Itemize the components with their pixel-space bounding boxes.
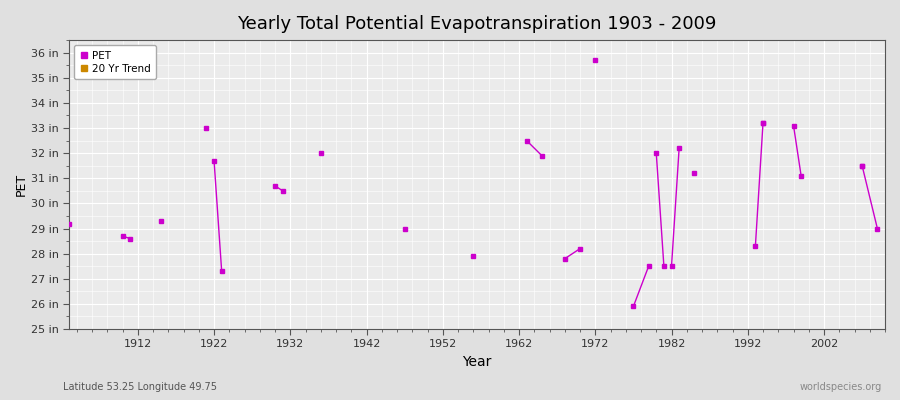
- Text: Latitude 53.25 Longitude 49.75: Latitude 53.25 Longitude 49.75: [63, 382, 217, 392]
- Legend: PET, 20 Yr Trend: PET, 20 Yr Trend: [75, 45, 156, 79]
- X-axis label: Year: Year: [463, 355, 491, 369]
- Y-axis label: PET: PET: [15, 173, 28, 196]
- Title: Yearly Total Potential Evapotranspiration 1903 - 2009: Yearly Total Potential Evapotranspiratio…: [238, 15, 716, 33]
- Text: worldspecies.org: worldspecies.org: [800, 382, 882, 392]
